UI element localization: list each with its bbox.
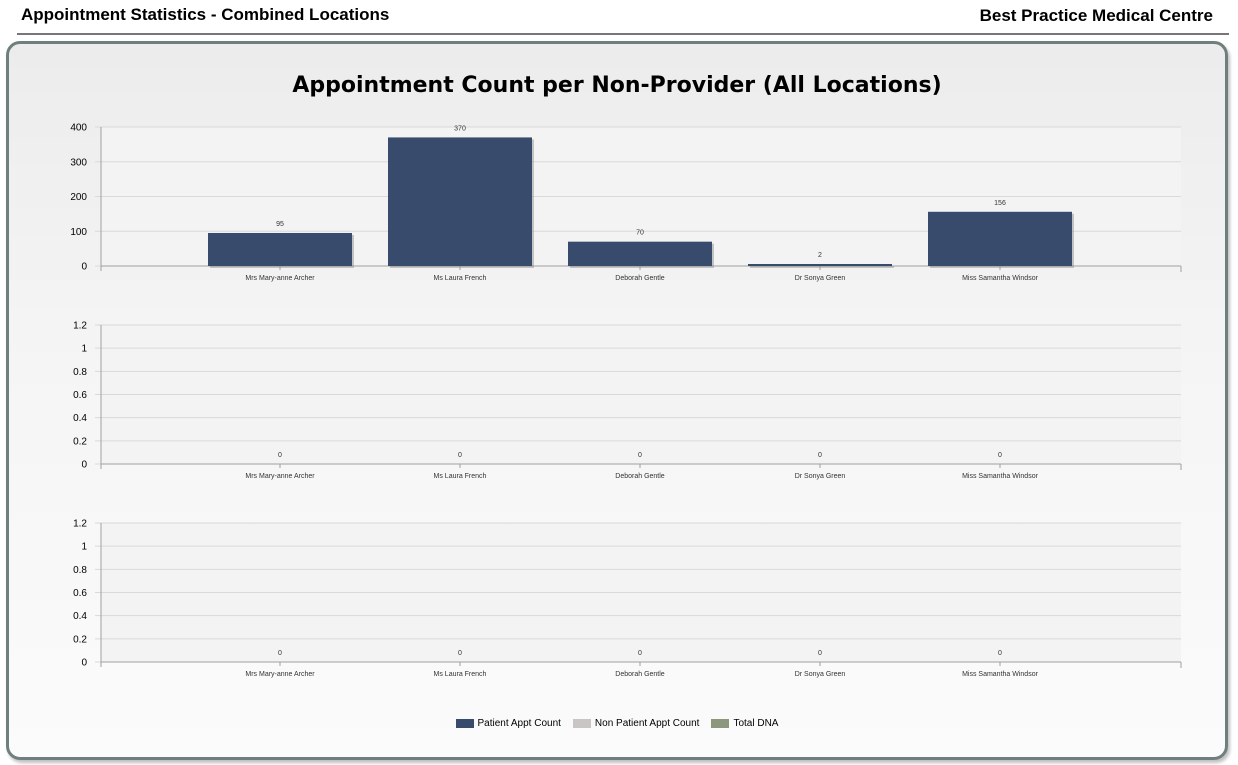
y-tick-label: 0.2	[73, 634, 87, 645]
chart-frame: Appointment Count per Non-Provider (All …	[6, 41, 1228, 760]
header-divider	[17, 33, 1229, 35]
y-tick-label: 0.8	[73, 367, 87, 378]
data-label: 70	[636, 230, 644, 237]
bar[interactable]	[928, 211, 1072, 266]
legend-swatch	[455, 719, 474, 728]
data-label: 156	[994, 200, 1006, 207]
y-tick-label: 1.2	[73, 321, 87, 332]
bar[interactable]	[208, 232, 352, 266]
y-tick-label: 1	[81, 542, 87, 553]
data-label: 0	[278, 452, 282, 459]
legend-swatch	[711, 719, 730, 728]
legend-item-non-patient-appt[interactable]: Non Patient Appt Count	[572, 718, 700, 729]
y-tick-label: 0.2	[73, 436, 87, 447]
y-tick-label: 0.8	[73, 565, 87, 576]
y-tick-label: 400	[70, 123, 87, 134]
y-tick-label: 0.4	[73, 413, 87, 424]
y-tick-label: 300	[70, 157, 87, 168]
y-tick-label: 0.6	[73, 588, 87, 599]
y-tick-label: 0	[81, 658, 87, 669]
x-tick-label: Dr Sonya Green	[795, 473, 846, 480]
x-tick-label: Deborah Gentle	[615, 671, 665, 678]
chart-legend: Patient Appt Count Non Patient Appt Coun…	[9, 718, 1225, 729]
y-tick-label: 0.4	[73, 611, 87, 622]
legend-label: Total DNA	[733, 718, 779, 729]
y-tick-label: 100	[70, 227, 87, 238]
data-label: 0	[458, 650, 462, 657]
x-tick-label: Miss Samantha Windsor	[962, 275, 1039, 282]
data-label: 0	[638, 452, 642, 459]
x-tick-label: Miss Samantha Windsor	[962, 473, 1039, 480]
report-title: Appointment Statistics - Combined Locati…	[21, 5, 390, 24]
data-label: 0	[638, 650, 642, 657]
x-tick-label: Ms Laura French	[434, 473, 487, 480]
legend-item-total-dna[interactable]: Total DNA	[711, 718, 778, 729]
organisation-name: Best Practice Medical Centre	[979, 6, 1213, 25]
data-label: 0	[458, 452, 462, 459]
data-label: 0	[818, 650, 822, 657]
legend-item-patient-appt[interactable]: Patient Appt Count	[455, 718, 561, 729]
data-label: 0	[278, 650, 282, 657]
bar[interactable]	[748, 264, 892, 266]
data-label: 370	[454, 125, 466, 132]
bar[interactable]	[568, 241, 712, 266]
data-label: 0	[998, 650, 1002, 657]
data-label: 0	[818, 452, 822, 459]
data-label: 2	[818, 252, 822, 259]
legend-label: Non Patient Appt Count	[594, 718, 700, 729]
x-tick-label: Dr Sonya Green	[795, 671, 846, 678]
chart-title: Appointment Count per Non-Provider (All …	[292, 73, 942, 98]
x-tick-label: Ms Laura French	[434, 671, 487, 678]
bar[interactable]	[388, 137, 532, 266]
data-label: 0	[998, 452, 1002, 459]
x-tick-label: Deborah Gentle	[615, 275, 665, 282]
y-tick-label: 0	[81, 460, 87, 471]
data-label: 95	[276, 221, 284, 228]
x-tick-label: Miss Samantha Windsor	[962, 671, 1039, 678]
x-tick-label: Mrs Mary-anne Archer	[245, 473, 315, 480]
y-tick-label: 1.2	[73, 519, 87, 530]
y-tick-label: 200	[70, 192, 87, 203]
x-tick-label: Deborah Gentle	[615, 473, 665, 480]
y-tick-label: 1	[81, 344, 87, 355]
legend-label: Patient Appt Count	[477, 718, 561, 729]
legend-swatch	[572, 719, 591, 728]
x-tick-label: Ms Laura French	[434, 275, 487, 282]
x-tick-label: Dr Sonya Green	[795, 275, 846, 282]
y-tick-label: 0	[81, 262, 87, 273]
y-tick-label: 0.6	[73, 390, 87, 401]
x-tick-label: Mrs Mary-anne Archer	[245, 275, 315, 282]
bar-shadow	[750, 266, 894, 268]
x-tick-label: Mrs Mary-anne Archer	[245, 671, 315, 678]
